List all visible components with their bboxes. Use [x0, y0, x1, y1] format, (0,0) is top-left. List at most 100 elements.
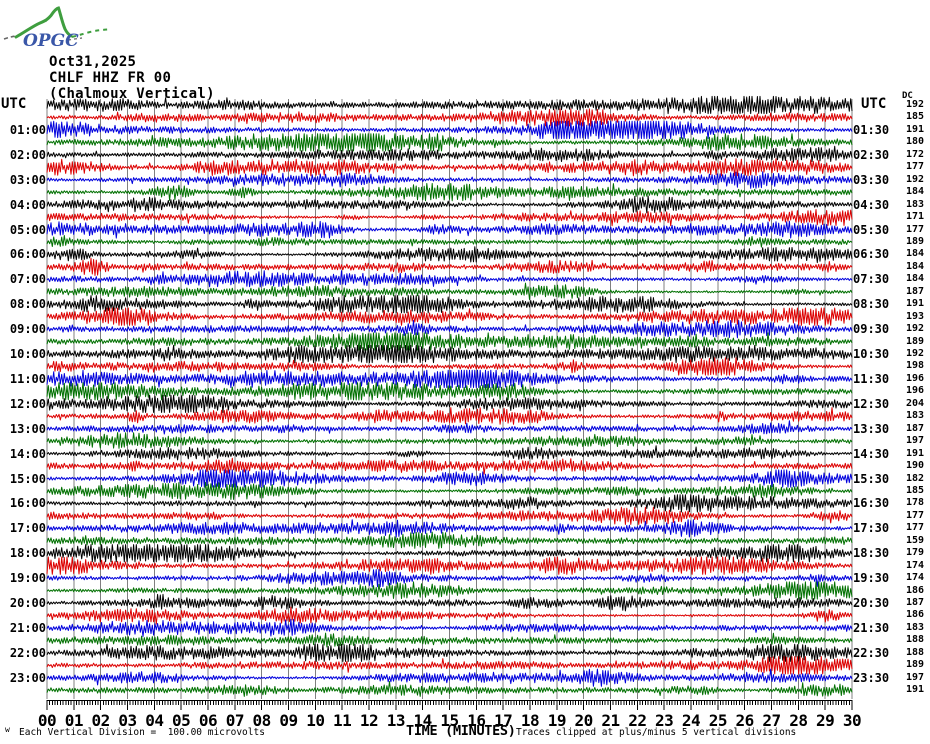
dc-value: 185 [906, 111, 925, 123]
trace-row-2200 [46, 643, 853, 662]
right-time-label: 21:30 [853, 620, 890, 635]
trace-row-0000 [46, 95, 853, 115]
dc-value: 177 [906, 509, 925, 521]
dc-value: 192 [906, 348, 925, 359]
right-time-label: 23:30 [853, 670, 890, 685]
left-time-label: 19:00 [9, 571, 46, 586]
trace-row-1330 [46, 432, 853, 449]
right-time-label: 09:30 [853, 322, 890, 337]
right-time-label: 06:30 [853, 247, 890, 262]
trace-row-1500 [46, 469, 853, 488]
x-tick-label: 03 [118, 711, 137, 730]
dc-value: 196 [906, 385, 925, 397]
dc-value: 187 [906, 422, 925, 434]
opgc-logo-text: OPGC [23, 31, 79, 51]
left-time-label: 10:00 [9, 347, 46, 361]
header-station-code: CHLF HHZ FR 00 [49, 70, 172, 86]
footer-division-note: Each Vertical Division = 100.00 microvol… [19, 727, 265, 738]
trace-row-2330 [46, 681, 853, 697]
footer-clip-note: Traces clipped at plus/minus 5 vertical … [516, 727, 797, 738]
trace-row-0600 [46, 246, 853, 264]
right-time-label: 20:30 [853, 596, 890, 610]
x-tick-label: 13 [386, 711, 406, 730]
left-time-label: 02:00 [9, 147, 46, 162]
right-time-label: 01:30 [853, 122, 890, 137]
trace-row-1100 [46, 369, 853, 388]
dc-value: 174 [906, 572, 925, 584]
x-tick-label: 04 [145, 711, 164, 730]
trace-row-2300 [46, 668, 853, 687]
trace-row-2000 [46, 593, 853, 612]
x-tick-label: 14 [413, 711, 433, 730]
trace-row-1230 [46, 407, 853, 425]
trace-row-0500 [46, 220, 853, 239]
right-time-label: 16:30 [853, 496, 890, 511]
x-tick-label: 09 [279, 711, 298, 730]
trace-row-0930 [46, 332, 853, 351]
trace-row-2100 [46, 618, 853, 637]
right-time-label: 18:30 [853, 546, 890, 561]
x-tick-label: 16 [467, 711, 486, 730]
dc-value: 183 [906, 410, 925, 422]
dc-value: 193 [906, 310, 925, 322]
left-time-label: 09:00 [9, 322, 46, 337]
x-axis-title: TIME (MINUTES) [406, 723, 516, 739]
left-time-label: 13:00 [9, 421, 46, 436]
right-time-label: 04:30 [853, 197, 890, 212]
x-tick-label: 00 [37, 711, 57, 730]
dc-value: 177 [906, 223, 925, 235]
trace-row-0630 [46, 257, 853, 276]
trace-row-1300 [46, 420, 853, 435]
right-time-label: 02:30 [853, 147, 890, 162]
dc-value: 187 [906, 597, 925, 608]
left-time-label: 14:00 [9, 446, 46, 461]
dc-value: 182 [906, 472, 925, 484]
x-tick-label: 07 [225, 711, 245, 730]
dc-value: 180 [906, 136, 925, 148]
dc-value: 187 [906, 285, 925, 297]
x-tick-label: 28 [789, 711, 808, 730]
trace-row-0700 [46, 270, 853, 288]
x-tick-label: 08 [252, 711, 272, 730]
trace-row-1800 [46, 544, 853, 563]
trace-row-0830 [46, 307, 853, 326]
dc-value: 184 [906, 248, 925, 260]
dc-value: 184 [906, 260, 925, 272]
trace-row-1930 [46, 581, 853, 600]
trace-row-1430 [46, 457, 853, 475]
left-time-label: 17:00 [9, 521, 46, 536]
x-tick-label: 02 [91, 711, 111, 730]
x-tick-label: 23 [655, 711, 674, 730]
left-time-label: 16:00 [9, 496, 46, 511]
x-tick-label: 18 [520, 711, 540, 730]
left-axis-utc-header: UTC [1, 96, 27, 112]
right-time-label: 11:30 [853, 371, 890, 386]
trace-row-0900 [46, 320, 853, 339]
x-tick-label: 30 [842, 711, 862, 730]
right-time-label: 12:30 [853, 396, 890, 411]
x-tick-label: 25 [708, 711, 728, 730]
left-time-label: 03:00 [9, 172, 46, 187]
x-tick-label: 24 [681, 711, 701, 730]
left-time-label: 06:00 [9, 247, 46, 262]
left-time-label: 22:00 [9, 645, 46, 660]
dc-value: 178 [906, 497, 925, 509]
x-tick-label: 11 [333, 711, 352, 730]
right-time-label: 15:30 [853, 471, 890, 486]
dc-value: 186 [906, 609, 925, 621]
trace-row-0330 [46, 183, 853, 202]
x-tick-label: 27 [762, 711, 781, 730]
dc-value: 196 [906, 372, 925, 384]
dc-value: 183 [906, 198, 925, 210]
x-tick-label: 19 [547, 711, 567, 730]
x-tick-label: 21 [601, 711, 620, 730]
dc-value: 197 [906, 435, 925, 447]
x-tick-label: 29 [816, 711, 835, 730]
dc-value: 179 [906, 547, 925, 559]
left-time-label: 08:00 [9, 297, 46, 312]
right-time-label: 13:30 [853, 421, 890, 436]
trace-row-1600 [46, 494, 853, 513]
dc-value: 191 [906, 447, 925, 459]
